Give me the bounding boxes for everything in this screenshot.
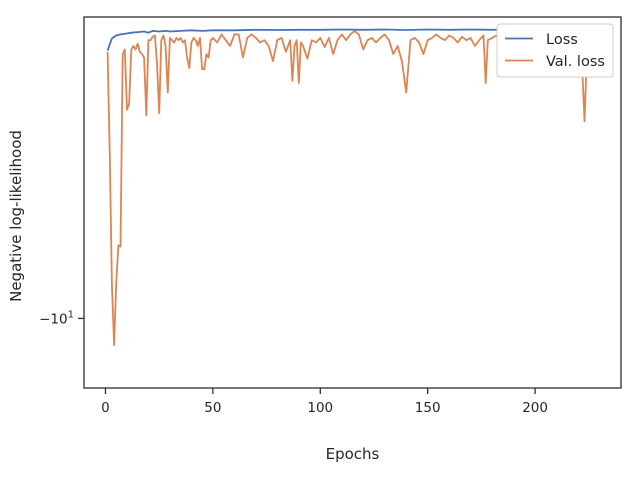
legend-label-loss: Loss [546, 32, 578, 48]
y-tick-label: −101 [39, 309, 74, 327]
legend-label-val-loss: Val. loss [546, 54, 605, 70]
x-tick-label: 100 [307, 400, 333, 416]
legend-box [496, 23, 614, 78]
y-axis: −101 [39, 309, 84, 327]
x-axis-label: Epochs [326, 445, 380, 463]
legend: Loss Val. loss [496, 23, 614, 78]
x-tick-label: 150 [415, 400, 441, 416]
plot-area [83, 16, 622, 389]
x-tick-label: 200 [522, 400, 548, 416]
x-axis: 0 50 100 150 200 [101, 388, 548, 416]
series-line-loss [106, 28, 598, 51]
x-tick-label: 0 [101, 400, 110, 416]
y-axis-label: Negative log-likelihood [7, 130, 25, 302]
x-tick-label: 50 [204, 400, 221, 416]
